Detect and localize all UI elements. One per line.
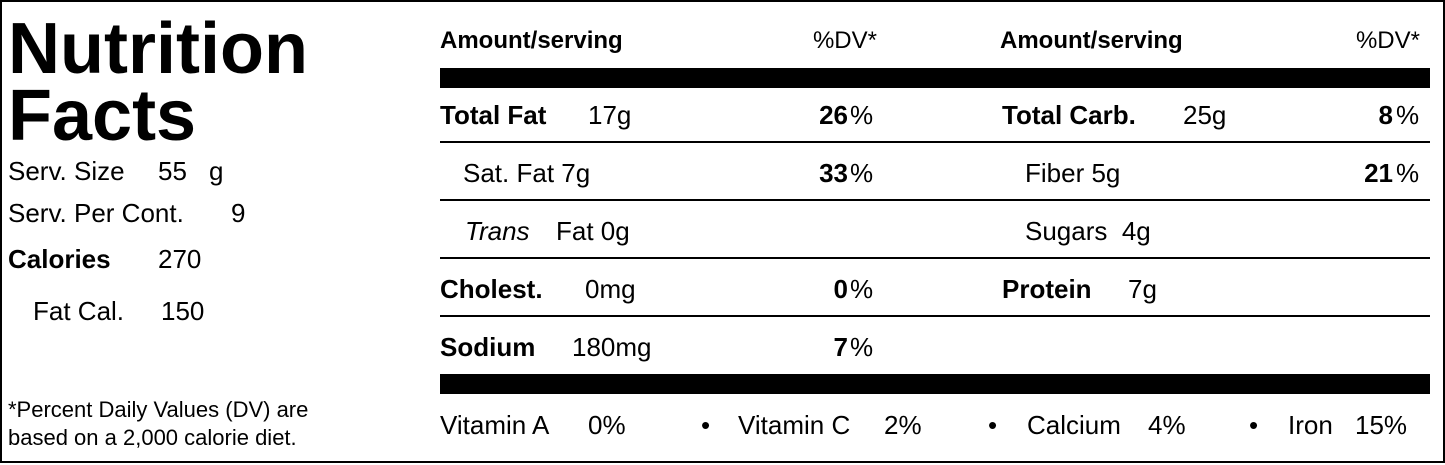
nutrient-amount: 17g [588,100,631,130]
vitamin-value: 15% [1355,410,1407,440]
nutrient-dv: 7 [834,332,848,362]
nutrient-dv: 8 [1379,100,1393,130]
nutrient-name: Sugars 4g [1025,216,1151,246]
vitamin-value: 0% [588,410,626,440]
vitamin-value: 4% [1148,410,1186,440]
calories-value: 270 [158,244,201,274]
nutrient-dv: 0 [834,274,848,304]
bullet: • [988,410,997,440]
bullet: • [1249,410,1258,440]
header-amount: Amount/serving [440,27,623,54]
footnote: *Percent Daily Values (DV) are [8,397,308,422]
row-dividers [440,141,1430,317]
serving-size-unit: g [209,156,223,186]
nutrient-name: Fiber 5g [1025,158,1120,188]
servings-value: 9 [231,198,245,228]
percent-sign: % [850,332,873,362]
percent-sign: % [1396,100,1419,130]
fat-calories-value: 150 [161,296,204,326]
vitamin-name: Calcium [1027,410,1121,440]
vitamin-name: Vitamin A [440,410,550,440]
percent-sign: % [1396,158,1419,188]
nutrient-dv: 21 [1364,158,1393,188]
nutrient-name: Fat 0g [556,216,630,246]
vitamin-value: 2% [884,410,922,440]
nutrient-name-italic: Trans [465,216,530,246]
nutrient-name: Sodium [440,332,535,362]
nutrient-amount: 25g [1183,100,1226,130]
serving-size-label: Serv. Size [8,156,125,186]
header-amount: Amount/serving [1000,27,1183,54]
nutrient-name: Protein [1002,274,1092,304]
nutrient-amount: 180mg [572,332,652,362]
nutrient-amount: 7g [1128,274,1157,304]
nutrient-dv: 26 [819,100,848,130]
footnote: based on a 2,000 calorie diet. [8,425,297,450]
percent-sign: % [850,100,873,130]
nutrient-name: Total Carb. [1002,100,1136,130]
vitamin-name: Vitamin C [738,410,850,440]
thick-bar [440,68,1430,88]
servings-label: Serv. Per Cont. [8,198,184,228]
serving-size-value: 55 [158,156,187,186]
vitamin-name: Iron [1288,410,1333,440]
nutrient-dv: 33 [819,158,848,188]
nutrient-name: Cholest. [440,274,543,304]
header-dv: %DV* [1356,27,1420,54]
bullet: • [701,410,710,440]
fat-calories-label: Fat Cal. [33,296,124,326]
nutrient-name: Sat. Fat 7g [463,158,590,188]
nutrient-name: Total Fat [440,100,547,130]
title: Nutrition [8,9,308,89]
percent-sign: % [850,274,873,304]
title: Facts [8,76,196,156]
percent-sign: % [850,158,873,188]
header-dv: %DV* [813,27,877,54]
calories-label: Calories [8,244,111,274]
thick-bar [440,374,1430,394]
nutrient-amount: 0mg [585,274,636,304]
